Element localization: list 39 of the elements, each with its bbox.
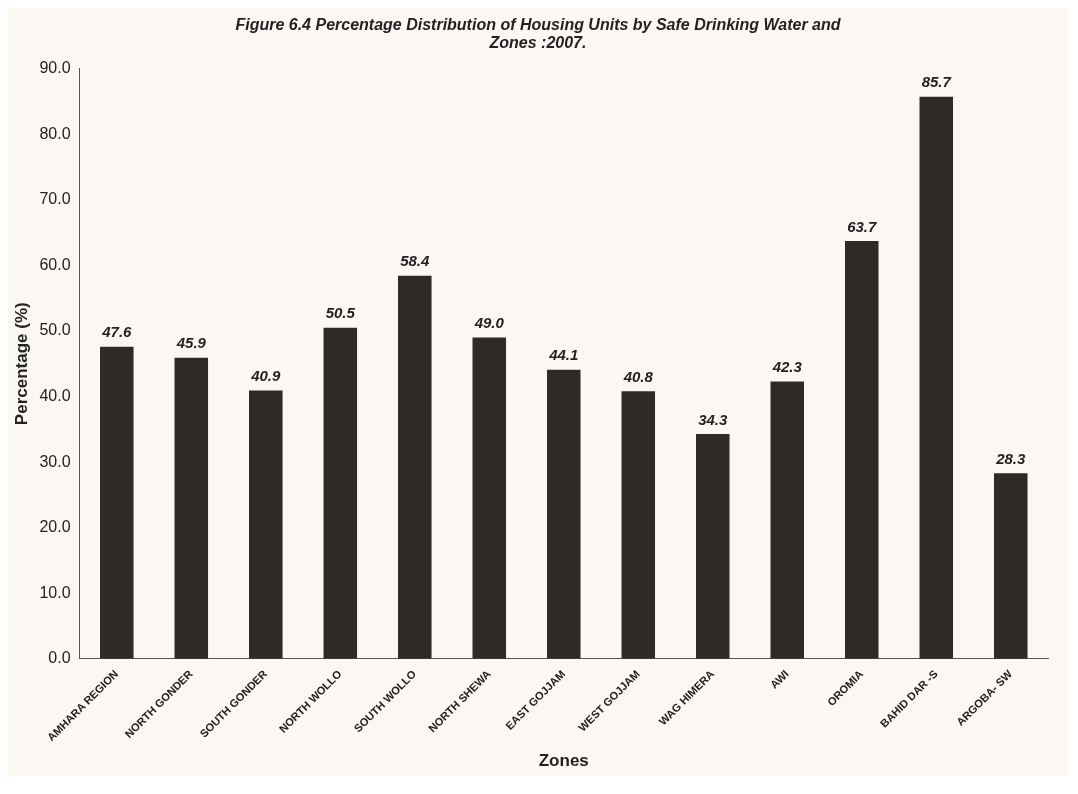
data-label: 58.4	[400, 252, 431, 270]
bar	[845, 241, 879, 659]
data-label: 42.3	[771, 358, 803, 376]
y-tick-label: 80.0	[39, 124, 71, 142]
bar	[174, 357, 209, 659]
y-tick-label: 40.0	[39, 386, 71, 404]
data-label: 44.1	[548, 346, 579, 364]
data-label: 45.9	[175, 334, 207, 352]
bar	[770, 381, 805, 659]
y-tick-label: 90.0	[39, 59, 71, 77]
bar	[249, 390, 283, 659]
data-label: 63.7	[847, 217, 878, 235]
y-tick-label: 50.0	[39, 321, 71, 339]
data-label: 49.0	[473, 314, 505, 332]
bar	[100, 346, 134, 659]
data-label: 34.3	[698, 410, 729, 428]
y-tick-label: 30.0	[39, 452, 71, 470]
data-label: 85.7	[921, 73, 952, 91]
y-tick-label: 60.0	[39, 255, 71, 273]
bar	[993, 473, 1028, 659]
bar	[696, 433, 730, 659]
data-label: 40.9	[250, 367, 282, 385]
bar	[621, 391, 656, 659]
bar	[547, 369, 581, 659]
data-label: 40.8	[622, 367, 654, 385]
data-label: 28.3	[995, 449, 1026, 467]
y-tick-label: 10.0	[39, 583, 71, 601]
y-tick-label: 20.0	[39, 518, 71, 536]
y-tick-label: 70.0	[39, 190, 71, 208]
y-axis-title: Percentage (%)	[11, 302, 31, 426]
chart-title: Figure 6.4 Percentage Distribution of Housing Units by Safe Drinking Water and Zones :2007.	[234, 15, 842, 53]
bar	[472, 337, 507, 659]
x-axis-title: Zones	[538, 751, 589, 771]
bar	[323, 327, 358, 659]
data-label: 47.6	[101, 323, 133, 341]
data-label: 50.5	[325, 304, 356, 322]
y-tick-label: 0.0	[48, 649, 71, 667]
bar	[398, 275, 432, 659]
bar	[919, 96, 954, 659]
